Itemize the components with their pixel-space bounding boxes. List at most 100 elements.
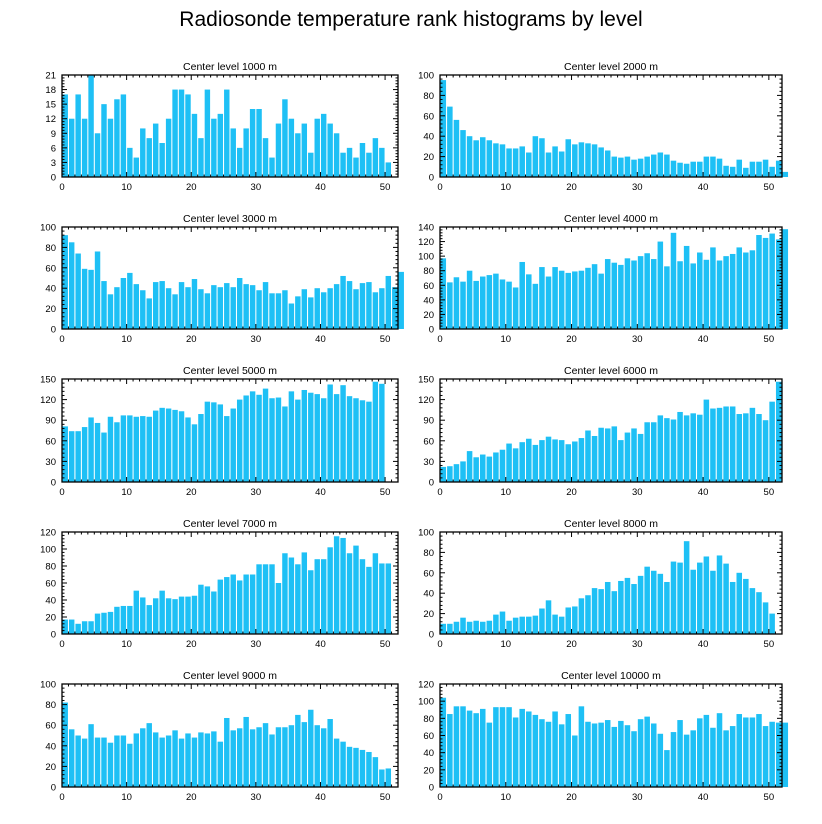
panel-7-xtick-label: 50: [380, 639, 391, 650]
panel-6-bar: [532, 444, 539, 482]
panel-4-bar: [479, 276, 486, 329]
panel-6-xtick-label: 50: [764, 487, 775, 498]
panel-5-xtick-label: 20: [186, 487, 197, 498]
panel-9-bar: [165, 735, 172, 787]
panel-7-bar: [133, 590, 140, 634]
panel-5-bar: [346, 396, 353, 482]
panel-6-bar: [512, 448, 519, 482]
panel-8-bar: [703, 556, 710, 634]
panel-8-bar: [690, 569, 696, 634]
panel-3-bar: [359, 283, 366, 329]
panel-1-bar: [172, 89, 178, 177]
panel-2-bar: [512, 148, 519, 177]
panel-7-ytick-label: 0: [51, 630, 56, 641]
panel-5-bar: [140, 416, 146, 482]
panel-8-bar: [631, 584, 637, 634]
panel-3-bar: [295, 296, 301, 329]
panel-1-bar: [320, 113, 327, 177]
panel-5-ytick-label: 0: [51, 478, 56, 489]
panel-9-bar: [295, 714, 301, 787]
panel-10-bar: [585, 721, 591, 787]
panel-8-bar: [493, 614, 499, 634]
panel-7-bar: [379, 563, 385, 634]
panel-7-bar: [172, 599, 178, 634]
panel-6-bar: [756, 414, 762, 482]
panel-3-bar: [146, 298, 152, 329]
panel-4-bar: [723, 256, 729, 329]
panel-6-bar: [769, 401, 775, 482]
panel-6-bar: [749, 407, 756, 482]
panel-4-bar: [644, 253, 650, 329]
panel-10-xtick-label: 40: [698, 792, 709, 803]
panel-8-bar: [598, 589, 604, 634]
panel-3-ytick-label: 100: [40, 223, 56, 234]
panel-3-bar: [379, 288, 385, 329]
figure-title: Radiosonde temperature rank histograms b…: [179, 8, 643, 31]
panel-2-bar: [539, 138, 545, 177]
panel-5-ytick-label: 120: [40, 395, 56, 406]
panel-4-bar: [743, 252, 749, 329]
panel-4-bar: [756, 235, 762, 329]
panel-10-bar: [558, 724, 565, 787]
panel-8-bar: [565, 607, 572, 634]
panel-7-bar: [62, 619, 68, 634]
panel-6-xtick-label: 30: [632, 487, 643, 498]
panel-8-ytick-label: 60: [423, 568, 434, 579]
panel-4-bar: [631, 260, 637, 329]
panel-7-bar: [185, 596, 191, 634]
panel-6-title: Center level 6000 m: [564, 365, 658, 377]
panel-3-bar: [88, 269, 94, 329]
panel-7-xtick-label: 40: [315, 639, 326, 650]
panel-6-bar: [552, 439, 558, 482]
panel-6-bar: [650, 422, 657, 482]
panel-8-bar: [644, 566, 650, 634]
panel-1-bar: [81, 118, 88, 177]
panel-10-bar: [440, 697, 447, 787]
panel-10-bar: [624, 725, 631, 787]
panel-6-bar: [762, 420, 769, 482]
panel-2-bar: [677, 162, 683, 177]
panel-9-bar: [301, 722, 308, 787]
panel-7-bar: [152, 598, 159, 634]
panel-8-bar: [637, 575, 644, 634]
panel-9-bar: [88, 724, 94, 787]
panel-2-bar: [473, 140, 479, 177]
panel-8-bar: [486, 620, 493, 634]
panel-5-bar: [191, 424, 198, 482]
panel-8-bar: [736, 572, 743, 634]
panel-1-bar: [94, 133, 101, 177]
panel-10-bar: [532, 714, 539, 787]
panel-10-bar: [762, 726, 769, 787]
panel-10-bar: [683, 734, 690, 787]
panel-10-bar: [775, 722, 782, 788]
panel-7-bar: [320, 559, 327, 634]
panel-4-bar: [703, 259, 710, 329]
panel-4-bar: [585, 267, 591, 329]
panel-5-bar: [165, 408, 172, 482]
panel-6-bar: [460, 461, 466, 482]
panel-2-bar: [453, 119, 460, 177]
panel-1-ytick-label: 9: [51, 129, 56, 140]
panel-3-bar: [256, 290, 262, 329]
panel-2-bar: [703, 156, 710, 177]
panel-2-bar: [775, 160, 782, 177]
panel-9-bar: [146, 723, 152, 787]
panel-4-bar: [650, 259, 657, 329]
panel-1-bar: [379, 147, 385, 177]
panel-5-bar: [120, 415, 127, 482]
panel-4-bar: [677, 261, 683, 329]
panel-6-bar: [637, 433, 644, 482]
panel-10-bar: [479, 708, 486, 787]
panel-9-bar: [75, 735, 81, 787]
panel-2-bar: [598, 147, 604, 177]
panel-3-title: Center level 3000 m: [183, 213, 277, 225]
panel-4-bar: [782, 229, 789, 329]
panel-7-bar: [94, 613, 101, 634]
panel-9-bar: [333, 738, 340, 787]
panel-3-bar: [333, 284, 340, 329]
panel-10-bar: [447, 714, 453, 787]
panel-2-ytick-label: 100: [418, 71, 434, 82]
panel-3-bar: [224, 283, 230, 329]
panel-10-bar: [644, 716, 650, 787]
